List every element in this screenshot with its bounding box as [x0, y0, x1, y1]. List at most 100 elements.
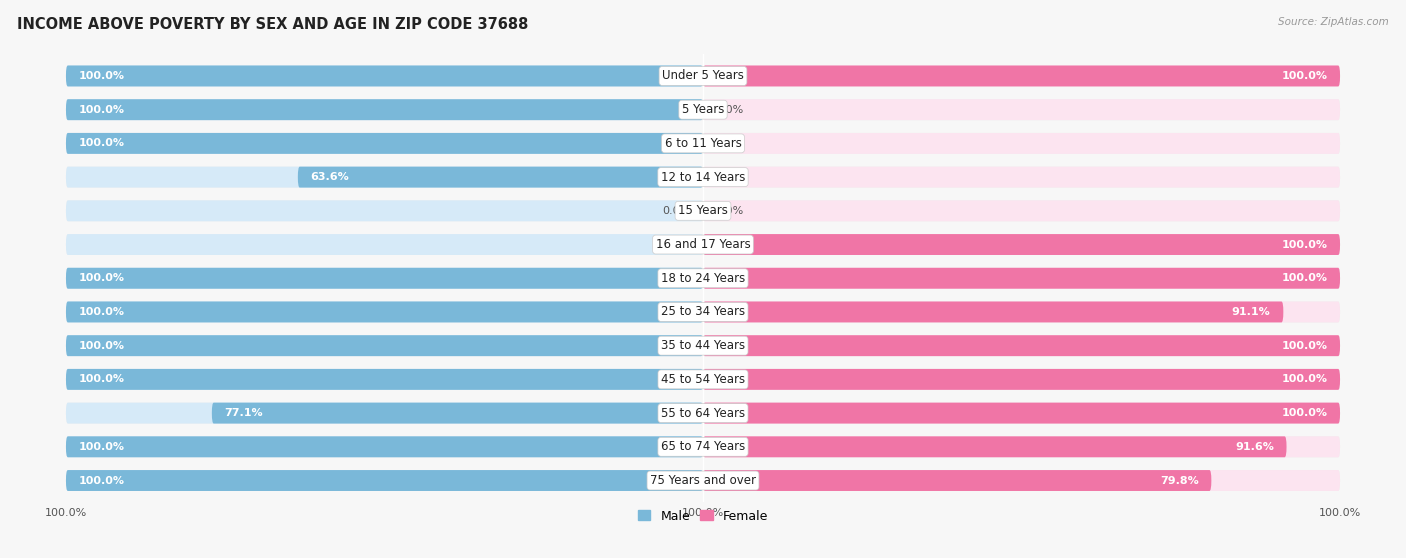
Text: 100.0%: 100.0% — [79, 307, 125, 317]
FancyBboxPatch shape — [66, 436, 703, 457]
FancyBboxPatch shape — [66, 301, 703, 323]
FancyBboxPatch shape — [66, 436, 703, 457]
FancyBboxPatch shape — [66, 335, 703, 356]
Text: 100.0%: 100.0% — [1281, 341, 1327, 350]
FancyBboxPatch shape — [703, 335, 1340, 356]
Text: 75 Years and over: 75 Years and over — [650, 474, 756, 487]
Text: 91.6%: 91.6% — [1234, 442, 1274, 452]
FancyBboxPatch shape — [703, 369, 1340, 390]
Text: 0.0%: 0.0% — [662, 206, 690, 216]
FancyBboxPatch shape — [703, 369, 1340, 390]
Text: 12 to 14 Years: 12 to 14 Years — [661, 171, 745, 184]
Text: Source: ZipAtlas.com: Source: ZipAtlas.com — [1278, 17, 1389, 27]
Text: 100.0%: 100.0% — [79, 105, 125, 115]
FancyBboxPatch shape — [703, 99, 1340, 120]
Text: 6 to 11 Years: 6 to 11 Years — [665, 137, 741, 150]
FancyBboxPatch shape — [703, 65, 1340, 86]
Text: 100.0%: 100.0% — [79, 442, 125, 452]
Text: 100.0%: 100.0% — [1281, 374, 1327, 384]
FancyBboxPatch shape — [66, 65, 1340, 86]
FancyBboxPatch shape — [703, 301, 1340, 323]
Text: 45 to 54 Years: 45 to 54 Years — [661, 373, 745, 386]
FancyBboxPatch shape — [66, 99, 703, 120]
FancyBboxPatch shape — [66, 301, 703, 323]
FancyBboxPatch shape — [66, 403, 1340, 424]
FancyBboxPatch shape — [66, 234, 703, 255]
Text: 100.0%: 100.0% — [1281, 71, 1327, 81]
FancyBboxPatch shape — [66, 65, 703, 86]
Text: 100.0%: 100.0% — [79, 273, 125, 283]
FancyBboxPatch shape — [703, 436, 1340, 457]
Text: 100.0%: 100.0% — [79, 475, 125, 485]
FancyBboxPatch shape — [66, 234, 1340, 255]
FancyBboxPatch shape — [703, 234, 1340, 255]
FancyBboxPatch shape — [66, 268, 703, 288]
FancyBboxPatch shape — [703, 234, 1340, 255]
Text: 100.0%: 100.0% — [1281, 273, 1327, 283]
Legend: Male, Female: Male, Female — [633, 504, 773, 527]
Text: 55 to 64 Years: 55 to 64 Years — [661, 407, 745, 420]
FancyBboxPatch shape — [66, 167, 703, 187]
Text: 65 to 74 Years: 65 to 74 Years — [661, 440, 745, 453]
FancyBboxPatch shape — [66, 301, 1340, 323]
FancyBboxPatch shape — [66, 99, 703, 120]
FancyBboxPatch shape — [703, 200, 1340, 222]
Text: 100.0%: 100.0% — [79, 71, 125, 81]
Text: Under 5 Years: Under 5 Years — [662, 70, 744, 83]
Text: 100.0%: 100.0% — [79, 138, 125, 148]
FancyBboxPatch shape — [66, 99, 1340, 120]
FancyBboxPatch shape — [66, 369, 703, 390]
FancyBboxPatch shape — [703, 167, 1340, 187]
FancyBboxPatch shape — [703, 268, 1340, 288]
FancyBboxPatch shape — [66, 335, 703, 356]
FancyBboxPatch shape — [703, 268, 1340, 288]
Text: 0.0%: 0.0% — [716, 206, 744, 216]
FancyBboxPatch shape — [66, 167, 1340, 187]
Text: INCOME ABOVE POVERTY BY SEX AND AGE IN ZIP CODE 37688: INCOME ABOVE POVERTY BY SEX AND AGE IN Z… — [17, 17, 529, 32]
Text: 79.8%: 79.8% — [1160, 475, 1198, 485]
Text: 0.0%: 0.0% — [716, 172, 744, 182]
FancyBboxPatch shape — [703, 133, 1340, 154]
FancyBboxPatch shape — [66, 369, 703, 390]
Text: 0.0%: 0.0% — [662, 239, 690, 249]
FancyBboxPatch shape — [703, 65, 1340, 86]
FancyBboxPatch shape — [66, 200, 703, 222]
FancyBboxPatch shape — [703, 470, 1212, 491]
FancyBboxPatch shape — [212, 403, 703, 424]
FancyBboxPatch shape — [298, 167, 703, 187]
FancyBboxPatch shape — [66, 268, 703, 288]
FancyBboxPatch shape — [703, 335, 1340, 356]
Text: 18 to 24 Years: 18 to 24 Years — [661, 272, 745, 285]
Text: 0.0%: 0.0% — [716, 105, 744, 115]
FancyBboxPatch shape — [66, 133, 703, 154]
Text: 16 and 17 Years: 16 and 17 Years — [655, 238, 751, 251]
FancyBboxPatch shape — [66, 470, 1340, 491]
Text: 0.0%: 0.0% — [716, 138, 744, 148]
FancyBboxPatch shape — [66, 200, 1340, 222]
FancyBboxPatch shape — [66, 65, 703, 86]
Text: 91.1%: 91.1% — [1232, 307, 1271, 317]
Text: 100.0%: 100.0% — [1281, 408, 1327, 418]
FancyBboxPatch shape — [66, 369, 1340, 390]
FancyBboxPatch shape — [66, 133, 703, 154]
FancyBboxPatch shape — [66, 436, 1340, 457]
FancyBboxPatch shape — [66, 133, 1340, 154]
FancyBboxPatch shape — [703, 470, 1340, 491]
FancyBboxPatch shape — [703, 436, 1286, 457]
Text: 63.6%: 63.6% — [311, 172, 349, 182]
FancyBboxPatch shape — [703, 301, 1284, 323]
Text: 100.0%: 100.0% — [79, 341, 125, 350]
Text: 100.0%: 100.0% — [1281, 239, 1327, 249]
FancyBboxPatch shape — [66, 335, 1340, 356]
FancyBboxPatch shape — [703, 403, 1340, 424]
Text: 25 to 34 Years: 25 to 34 Years — [661, 305, 745, 319]
Text: 100.0%: 100.0% — [79, 374, 125, 384]
FancyBboxPatch shape — [66, 470, 703, 491]
FancyBboxPatch shape — [703, 403, 1340, 424]
FancyBboxPatch shape — [66, 268, 1340, 288]
Text: 5 Years: 5 Years — [682, 103, 724, 116]
Text: 35 to 44 Years: 35 to 44 Years — [661, 339, 745, 352]
Text: 77.1%: 77.1% — [225, 408, 263, 418]
Text: 15 Years: 15 Years — [678, 204, 728, 217]
FancyBboxPatch shape — [66, 470, 703, 491]
